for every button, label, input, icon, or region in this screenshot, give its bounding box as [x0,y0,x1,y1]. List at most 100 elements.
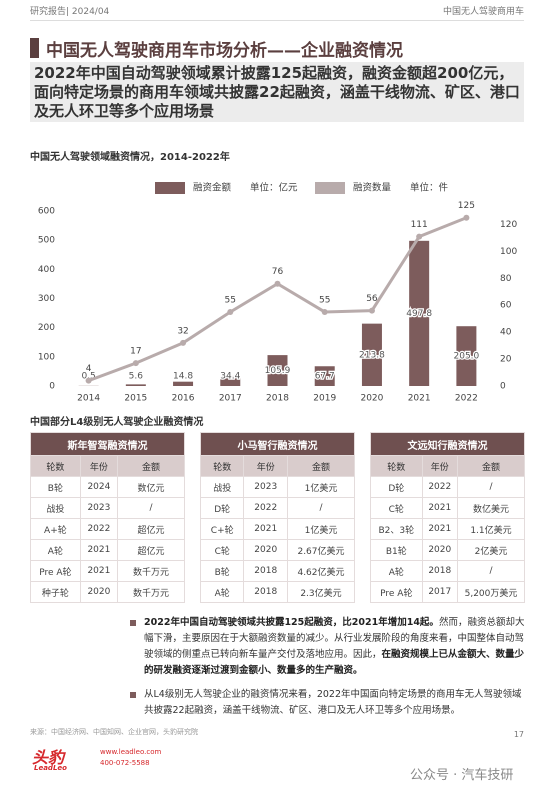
table-cell: B2、3轮 [370,518,423,540]
point-label: 17 [130,347,141,357]
table-header-row: 轮数 年份 金额 [30,455,185,477]
table-cell: 2022 [421,476,459,498]
table-cell: / [117,497,185,519]
point-label: 76 [272,267,284,277]
y2-tick-label: 80 [500,274,512,284]
table-cell: 超亿元 [117,518,185,540]
bar [173,381,194,386]
table-cell: / [457,476,525,498]
legend-label: 融资金额 [193,182,232,194]
source: 来源：中国经济网、中国知网、企业官网，头豹研究院 [30,728,198,736]
legend-unit: 单位：件 [410,182,449,194]
header-rule [30,20,524,21]
table-cell: 2017 [421,581,459,603]
table-cell: 2亿美元 [457,539,525,561]
table-cell: 数亿元 [117,476,185,498]
table-cell: 超亿元 [117,539,185,561]
table-cell: 2022 [79,518,119,540]
page-number: 17 [513,730,524,739]
table-row: 战投 2023 1亿美元 [199,476,355,498]
y2-tick-label: 0 [500,382,506,392]
table-cell: Pre A轮 [370,581,423,603]
bar [125,384,146,386]
table-header-row: 轮数 年份 金额 [370,455,525,477]
table-cell: / [457,560,525,582]
bar-label: 497.8 [406,309,432,319]
tables: 斯年智驾融资情况 轮数 年份 金额 B轮 2024 数亿元 战投 2023/A+轮 2022 超亿元… [30,432,525,603]
x-tick-label: 2019 [313,394,336,404]
bar [456,326,477,386]
table-cell: C+轮 [199,518,245,540]
bar-label: 105.9 [265,366,291,376]
legend-unit: 单位：亿元 [250,182,298,194]
table-cell: D轮 [199,497,245,519]
table-cell: 2018 [421,560,459,582]
table-row: C轮 2020 2.67亿美元 [199,539,355,561]
y-tick-label: 600 [38,207,55,217]
table-row: Pre A轮 2021 数千万元 [30,560,185,582]
table-header: 年份 [79,455,119,477]
phone: 400-072-5588 [100,759,150,767]
table-cell: C轮 [370,497,423,519]
table-header: 年份 [421,455,459,477]
point [368,307,375,314]
x-tick-label: 2016 [172,394,195,404]
point [321,308,328,315]
x-tick-label: 2014 [77,394,100,404]
table-title: 小马智行融资情况 [200,432,355,456]
table-row: C+轮 2021 1亿美元 [199,518,355,540]
y-tick-label: 500 [38,236,55,246]
point-label: 55 [225,295,236,305]
table-cell: C轮 [199,539,245,561]
table-cell: 战投 [30,497,81,519]
table-cell: 2018 [243,560,288,582]
point [463,214,470,221]
section-title: 中国部分L4级别无人驾驶企业融资情况 [30,417,204,428]
table-cell: 2020 [243,539,288,561]
chart-title: 中国无人驾驶领域融资情况，2014-2022年 [30,150,230,163]
bullet: 从L4级别无人驾驶企业的融资情况来看，2022年中国面向特定场景的商用车无人驾驶… [130,687,525,719]
bar [409,240,430,386]
y-tick-label: 200 [38,323,55,333]
table-row: D轮 2022/ [370,476,525,498]
y2-tick-label: 40 [500,328,512,338]
point-label: 111 [411,220,428,230]
table-header: 轮数 [30,455,81,477]
point [274,280,281,287]
table-row: C轮 2021 数亿美元 [370,497,525,519]
table-title: 斯年智驾融资情况 [30,432,185,456]
x-tick-label: 2015 [124,394,147,404]
y2-tick-label: 100 [500,247,517,257]
bullet: 2022年中国自动驾驶领域共披露125起融资，比2021年增加14起。然而，融资… [130,615,525,679]
table-cell: 数千万元 [117,560,185,582]
table-row: A轮 2021 超亿元 [30,539,185,561]
bullet-text: 2022年中国自动驾驶领域共披露125起融资，比2021年增加14起。 [144,617,439,628]
bar [361,323,382,386]
table-cell: B轮 [30,476,81,498]
table-cell: B1轮 [370,539,423,561]
table-cell: 2020 [79,581,119,603]
table-title-row: 文远知行融资情况 [370,432,525,456]
table-row: B轮 2018 4.62亿美元 [199,560,355,582]
table-cell: 4.62亿美元 [287,560,355,582]
table-cell: 2024 [79,476,119,498]
point-label: 55 [319,295,330,305]
legend-label: 融资数量 [353,182,392,194]
point [132,360,139,367]
y-tick-label: 300 [38,294,55,304]
table-header: 年份 [243,455,288,477]
page-title: 中国无人驾驶商用车市场分析——企业融资情况 [46,41,403,61]
chart: 中国无人驾驶领域融资情况，2014-2022年 0100200300400500… [30,150,517,404]
bar-label: 67.7 [315,372,335,382]
bullet-text: 在融资规模上已从金额大、数量少的研发融资逐渐过渡到金额小、数量多的生产融资。 [144,649,525,676]
table: 文远知行融资情况 轮数 年份 金额 D轮 2022/C轮 2021 数亿美元 B2、3轮 2021… [370,432,525,603]
legend-swatch [155,182,185,194]
subtitle: 2022年中国自动驾驶领域累计披露125起融资，融资金额超200亿元，面向特定场… [30,62,524,122]
x-tick-label: 2022 [455,394,478,404]
bullet-marker [130,620,136,626]
table-cell: 种子轮 [30,581,81,603]
point-label: 56 [366,294,378,304]
table-cell: 2021 [421,497,459,519]
point [416,233,423,240]
table-row: B1轮 2020 2亿美元 [370,539,525,561]
